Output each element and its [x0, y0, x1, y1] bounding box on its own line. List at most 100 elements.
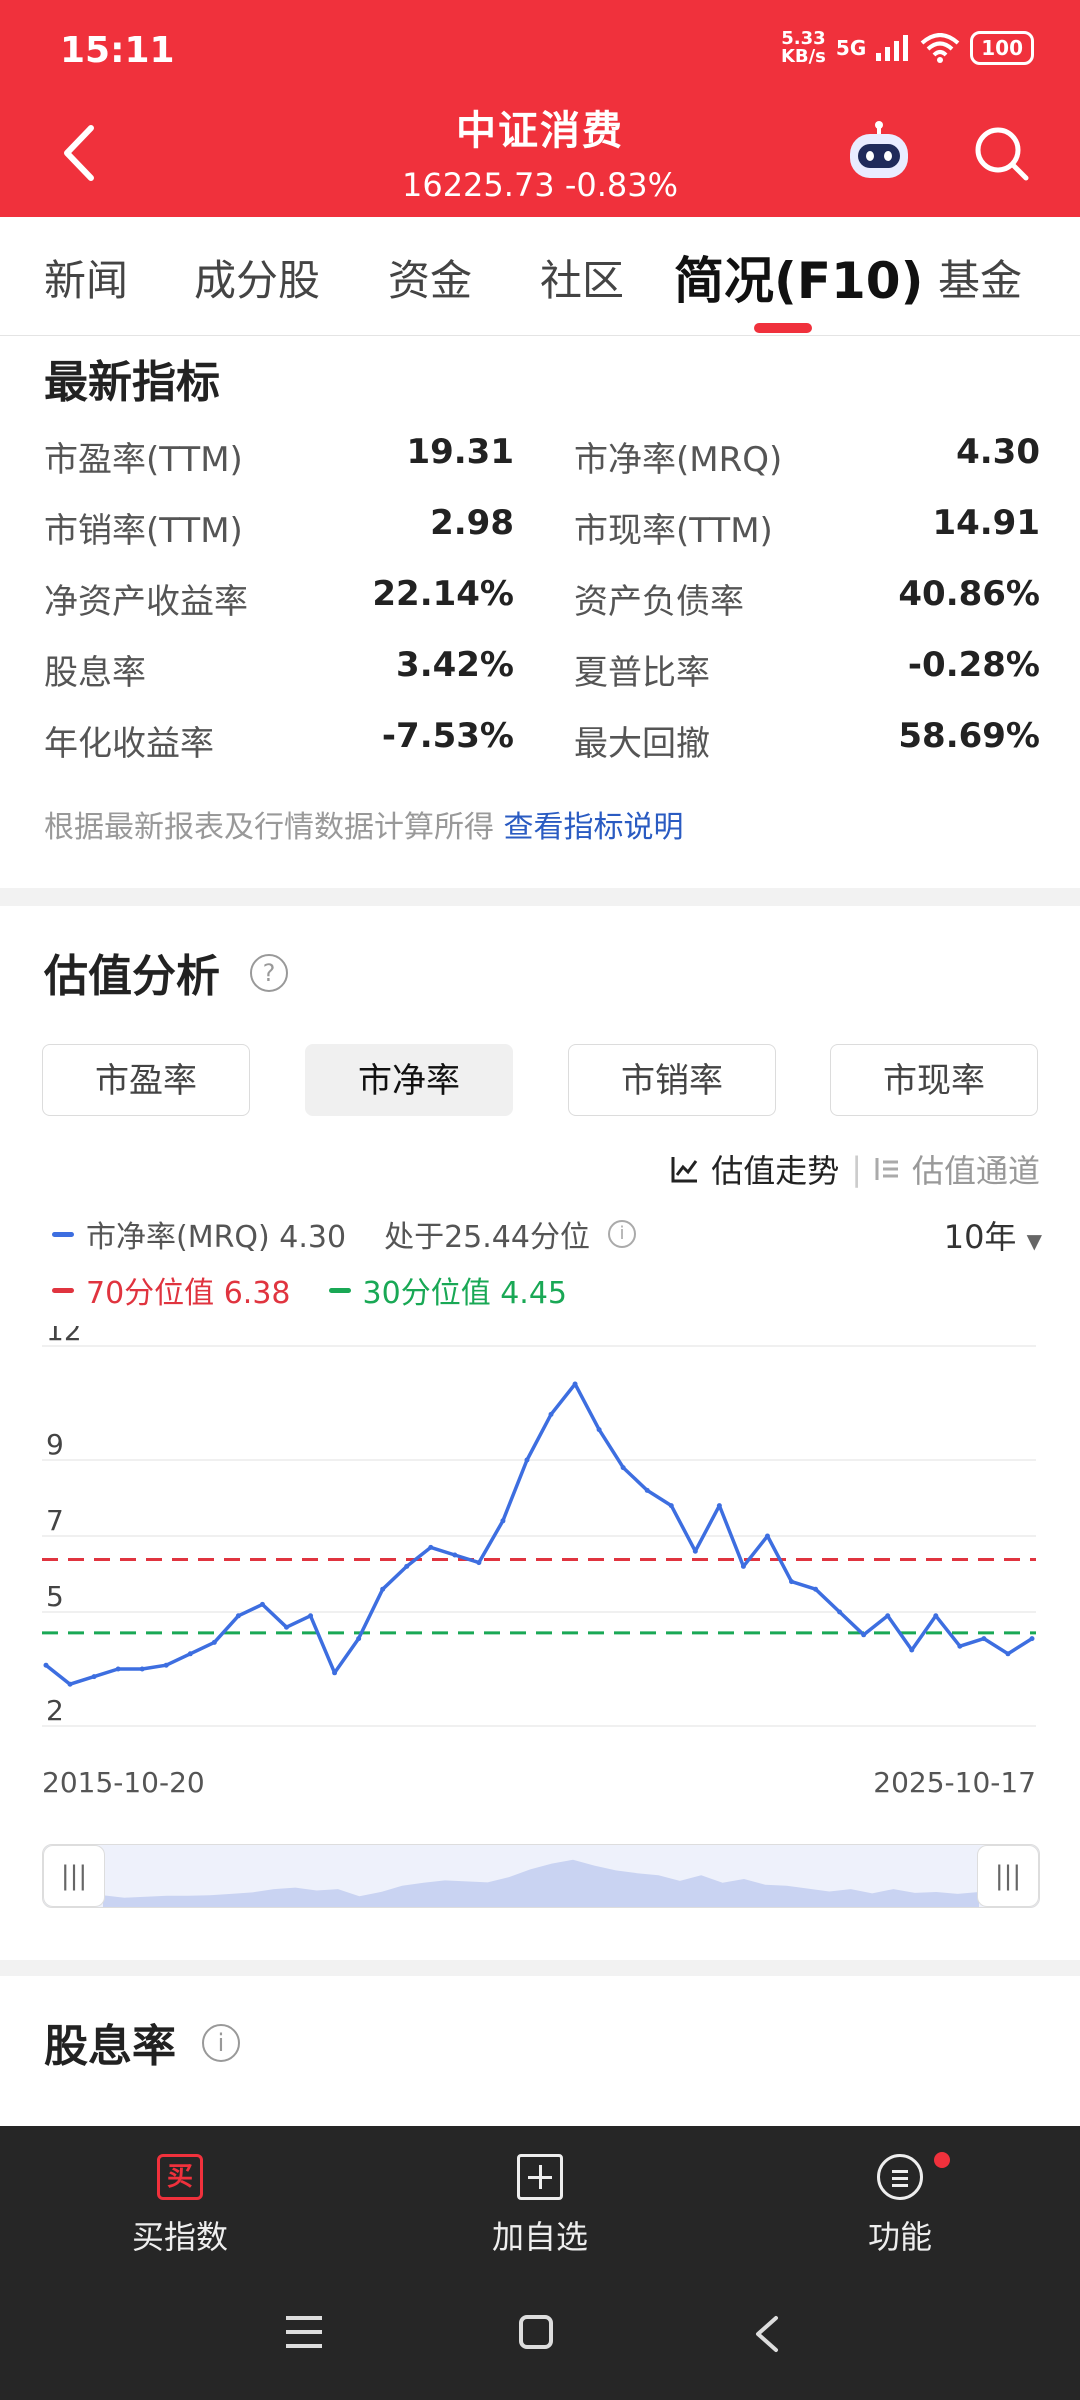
- metric-row: 股息率 3.42% 夏普比率 -0.28%: [44, 645, 1040, 715]
- metric-label: 净资产收益率: [44, 582, 248, 622]
- tab-bar: 新闻 成分股 资金 社区 简况(F10) 基金: [0, 217, 1080, 336]
- pb-data-point: [933, 1613, 939, 1619]
- percentile-label: 处于25.44分位: [384, 1220, 590, 1255]
- pb-series-line: [44, 1382, 1033, 1686]
- system-back-icon[interactable]: [752, 2314, 782, 2354]
- functions-button[interactable]: 功能: [800, 2154, 1000, 2258]
- metric-label: 最大回撤: [574, 724, 710, 764]
- segment-ps[interactable]: 市销率: [568, 1044, 776, 1116]
- bottom-action-bar: 买 买指数 加自选 功能: [0, 2126, 1080, 2400]
- tab-f10-overview[interactable]: 简况(F10): [674, 252, 924, 310]
- metric-value: 4.30: [956, 432, 1040, 472]
- range-handle-left[interactable]: |||: [43, 1845, 105, 1907]
- plus-square-icon: [517, 2154, 563, 2200]
- valuation-trend-toggle[interactable]: 估值走势: [711, 1152, 840, 1190]
- metric-label: 股息率: [44, 653, 146, 693]
- pb-data-point: [380, 1586, 386, 1592]
- search-icon[interactable]: [970, 122, 1034, 186]
- pb-data-point: [572, 1381, 578, 1387]
- pb-data-point: [716, 1503, 722, 1509]
- back-arrow-icon[interactable]: [55, 118, 105, 188]
- pb-data-point: [404, 1563, 410, 1569]
- add-watchlist-button[interactable]: 加自选: [440, 2154, 640, 2258]
- tab-fund[interactable]: 基金: [938, 256, 1023, 305]
- pb-data-point: [308, 1613, 314, 1619]
- pb-data-point: [476, 1560, 482, 1566]
- robot-assistant-icon[interactable]: [846, 120, 912, 182]
- chevron-down-icon: ▼: [1026, 1229, 1042, 1253]
- net-speed: 5.33 KB/s: [780, 28, 826, 67]
- tab-constituents[interactable]: 成分股: [194, 256, 321, 305]
- y-tick-label: 2: [46, 1694, 64, 1727]
- segment-pb[interactable]: 市净率: [305, 1044, 513, 1116]
- pb-data-point: [692, 1548, 698, 1554]
- metric-value: 40.86%: [898, 574, 1040, 614]
- chart-legend-series: 市净率(MRQ) 4.30 处于25.44分位 i: [52, 1212, 636, 1256]
- p70-legend-label: 70分位值 6.38: [86, 1276, 291, 1311]
- pb-data-point: [235, 1613, 241, 1619]
- pb-data-point: [211, 1639, 217, 1645]
- range-handle-right[interactable]: |||: [977, 1845, 1039, 1907]
- segment-pcf[interactable]: 市现率: [830, 1044, 1038, 1116]
- view-toggle: 估值走势 | 估值通道: [671, 1146, 1040, 1192]
- metric-label: 年化收益率: [44, 724, 214, 764]
- network-5g-label: 5G: [835, 36, 867, 60]
- home-icon[interactable]: [518, 2314, 554, 2350]
- recent-apps-icon[interactable]: [284, 2314, 324, 2350]
- info-icon[interactable]: i: [607, 1220, 636, 1248]
- pb-data-point: [452, 1552, 458, 1558]
- valuation-channel-toggle[interactable]: 估值通道: [911, 1152, 1040, 1190]
- valuation-title: 估值分析: [44, 951, 220, 1002]
- pb-data-point: [981, 1636, 987, 1642]
- pb-data-point: [332, 1670, 338, 1676]
- info-icon[interactable]: i: [202, 2024, 240, 2062]
- pb-data-point: [67, 1681, 73, 1687]
- pb-data-point: [1029, 1636, 1035, 1642]
- menu-circle-icon: [877, 2154, 923, 2200]
- signal-icon: [876, 35, 909, 61]
- tab-funds-flow[interactable]: 资金: [388, 256, 473, 305]
- buy-index-label: 买指数: [131, 2218, 228, 2256]
- period-selector[interactable]: 10年 ▼: [944, 1212, 1042, 1258]
- pb-data-point: [620, 1465, 626, 1471]
- metric-value: 2.98: [430, 503, 514, 543]
- status-time: 15:11: [60, 30, 175, 71]
- status-bar-icons: 5.33 KB/s 5G 100: [781, 30, 1034, 66]
- help-question-icon[interactable]: ?: [250, 954, 288, 992]
- pb-data-point: [500, 1518, 506, 1524]
- toggle-divider: |: [851, 1150, 862, 1188]
- pb-data-point: [139, 1666, 145, 1672]
- navigator-area: [103, 1859, 979, 1907]
- add-watchlist-label: 加自选: [491, 2218, 588, 2256]
- metric-value: 3.42%: [396, 645, 514, 685]
- p30-legend-label: 30分位值 4.45: [362, 1276, 568, 1311]
- pb-data-point: [283, 1624, 289, 1630]
- buy-index-button[interactable]: 买 买指数: [80, 2154, 280, 2258]
- segment-pe[interactable]: 市盈率: [42, 1044, 250, 1116]
- pb-data-point: [740, 1563, 746, 1569]
- navigator-preview: [103, 1859, 979, 1907]
- metric-value: 19.31: [406, 432, 514, 472]
- y-tick-label: 12: [46, 1326, 82, 1347]
- chart-range-navigator[interactable]: ||| |||: [42, 1844, 1040, 1908]
- metric-row: 市盈率(TTM) 19.31 市净率(MRQ) 4.30: [44, 432, 1040, 502]
- metric-label: 市净率(MRQ): [574, 440, 783, 480]
- pb-valuation-chart[interactable]: 12 9 7 5 2: [0, 1326, 1080, 1756]
- pb-data-point: [428, 1544, 434, 1550]
- metrics-explanation-link[interactable]: 查看指标说明: [503, 810, 684, 845]
- page-title: 中证消费: [456, 108, 624, 154]
- buy-icon: 买: [157, 2154, 203, 2200]
- pb-data-point: [764, 1533, 770, 1539]
- pb-data-point: [115, 1666, 121, 1672]
- pb-data-point: [813, 1586, 819, 1592]
- dividend-title: 股息率: [44, 2021, 176, 2072]
- tab-news[interactable]: 新闻: [44, 256, 129, 305]
- metrics-note: 根据最新报表及行情数据计算所得 查看指标说明: [44, 802, 684, 846]
- pb-data-point: [43, 1662, 49, 1668]
- pb-data-point: [861, 1632, 867, 1638]
- metric-value: -7.53%: [381, 716, 514, 756]
- notification-dot: [934, 2152, 950, 2168]
- y-tick-label: 7: [46, 1504, 64, 1537]
- tab-community[interactable]: 社区: [540, 256, 625, 305]
- pb-data-point: [548, 1411, 554, 1417]
